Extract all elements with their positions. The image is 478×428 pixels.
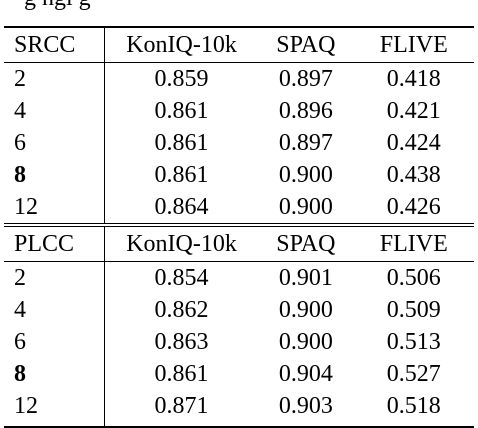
plcc-col-flive: FLIVE [353,223,474,262]
plcc-header-row: PLCC KonIQ-10k SPAQ FLIVE [4,223,474,262]
row-label: 2 [4,62,106,95]
results-table: SRCC KonIQ-10k SPAQ FLIVE 2 0.859 0.897 … [4,26,474,428]
srcc-header-row: SRCC KonIQ-10k SPAQ FLIVE [4,26,474,63]
cell-spaq: 0.897 [258,62,354,95]
row-label-best: 8 [4,358,106,390]
cell-koniq: 0.859 [104,62,259,95]
table-row: 8 0.861 0.904 0.527 [4,358,474,390]
cell-koniq: 0.861 [154,162,209,188]
cell-flive: 0.513 [386,329,441,355]
cell-spaq: 0.903 [258,390,354,428]
cell-flive: 0.518 [353,390,474,428]
table-row: 6 0.863 0.900 0.513 [4,326,474,358]
cell-flive: 0.506 [353,261,474,294]
cell-spaq: 0.901 [258,261,354,294]
cell-flive: 0.438 [386,162,441,188]
row-label: 12 [4,390,106,428]
cell-spaq: 0.900 [278,162,333,188]
cell-spaq: 0.897 [278,130,333,156]
srcc-metric-header: SRCC [4,26,106,63]
plcc-metric-header: PLCC [4,223,106,262]
cell-flive: 0.509 [386,297,441,323]
cell-spaq: 0.896 [278,98,333,124]
cell-koniq: 0.864 [154,194,209,220]
table-row: 2 0.854 0.901 0.506 [4,261,474,294]
table-row: 12 0.864 0.900 0.426 [4,191,474,225]
cell-koniq: 0.854 [104,261,259,294]
row-label: 2 [4,261,106,294]
table-row: 2 0.859 0.897 0.418 [4,62,474,95]
cell-spaq: 0.900 [278,297,333,323]
cell-koniq: 0.862 [154,297,209,323]
srcc-col-spaq: SPAQ [258,26,354,63]
cell-flive: 0.426 [386,194,441,220]
cell-koniq: 0.861 [154,98,209,124]
table-row: 8 0.861 0.900 0.438 [4,159,474,191]
cell-flive: 0.527 [386,361,441,387]
cell-spaq: 0.904 [278,361,333,387]
cell-flive: 0.424 [386,130,441,156]
table-row: 4 0.862 0.900 0.509 [4,294,474,326]
table-row: 6 0.861 0.897 0.424 [4,127,474,159]
table-row: 12 0.871 0.903 0.518 [4,390,474,428]
caption-fragment: g ngi g [0,0,478,10]
plcc-col-spaq: SPAQ [258,223,354,262]
row-label: 4 [4,95,106,127]
cell-koniq: 0.863 [154,329,209,355]
row-label: 12 [4,191,106,225]
cell-flive: 0.421 [386,98,441,124]
row-label-best: 8 [4,159,106,191]
table-row: 4 0.861 0.896 0.421 [4,95,474,127]
srcc-col-koniq: KonIQ-10k [104,26,259,63]
row-label: 6 [4,127,106,159]
cell-koniq: 0.871 [104,390,259,428]
cell-koniq: 0.861 [154,361,209,387]
srcc-col-flive: FLIVE [353,26,474,63]
cell-spaq: 0.900 [278,194,333,220]
cell-koniq: 0.861 [154,130,209,156]
row-label: 4 [4,294,106,326]
cell-spaq: 0.900 [278,329,333,355]
plcc-col-koniq: KonIQ-10k [104,223,259,262]
row-label: 6 [4,326,106,358]
cell-flive: 0.418 [353,62,474,95]
